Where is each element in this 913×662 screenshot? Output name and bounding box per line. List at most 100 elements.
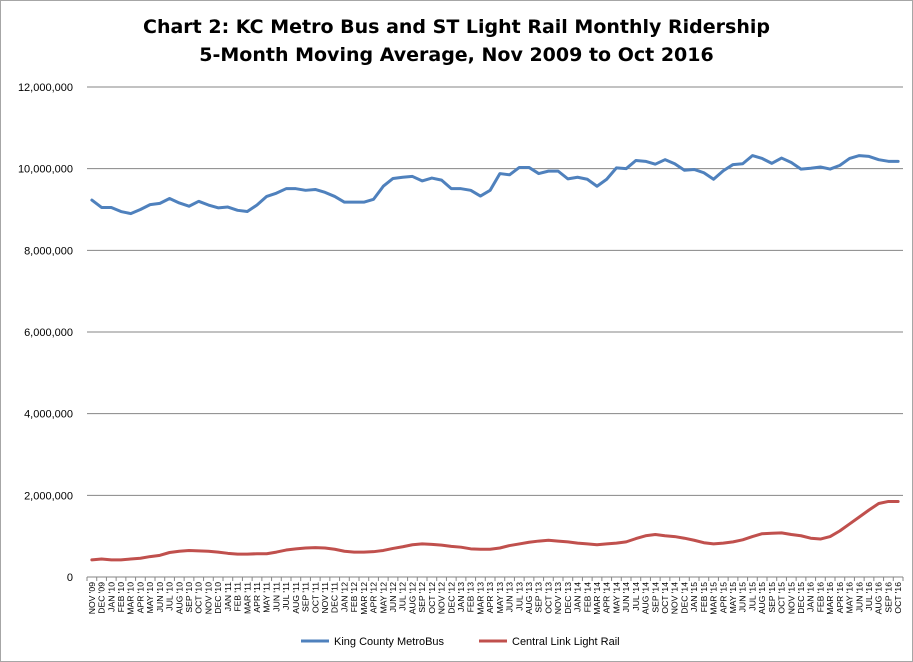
x-tick-label: JUL '15	[747, 582, 757, 611]
x-tick-label: JUN '13	[505, 582, 515, 613]
x-tick-label: FEB '14	[582, 582, 592, 613]
x-tick-label: SEP '14	[650, 582, 660, 613]
x-tick-label: FEB '12	[349, 582, 359, 613]
x-tick-label: MAY '14	[611, 582, 621, 614]
x-tick-label: JAN '14	[573, 582, 583, 612]
x-tick-label: APR '14	[602, 582, 612, 613]
x-tick-label: MAR '16	[825, 582, 835, 615]
x-tick-label: OCT '14	[660, 582, 670, 614]
x-tick-label: MAY '16	[845, 582, 855, 614]
y-tick-label: 4,000,000	[24, 409, 73, 421]
x-tick-label: JAN '16	[806, 582, 816, 612]
x-tick-label: DEC '14	[679, 582, 689, 614]
x-tick-label: OCT '16	[893, 582, 903, 614]
x-tick-label: SEP '16	[883, 582, 893, 613]
x-tick-label: DEC '11	[330, 582, 340, 613]
x-tick-label: FEB '11	[233, 582, 243, 612]
x-tick-label: MAR '13	[475, 582, 485, 615]
x-tick-label: JAN '12	[339, 582, 349, 612]
x-tick-label: NOV '15	[786, 582, 796, 614]
y-axis-tick-labels: 0 2,000,000 4,000,000 6,000,000 8,000,000 10,…	[18, 82, 73, 584]
x-tick-label: NOV '12	[437, 582, 447, 614]
x-tick-label: FEB '15	[699, 582, 709, 613]
x-tick-label: NOV '10	[203, 582, 213, 614]
x-tick-label: FEB '13	[466, 582, 476, 613]
y-tick-label: 10,000,000	[18, 164, 73, 176]
series-lines	[90, 154, 900, 562]
x-tick-label: DEC '12	[446, 582, 456, 614]
x-tick-label: JUN '16	[854, 582, 864, 613]
y-tick-label: 8,000,000	[24, 245, 73, 257]
x-tick-label: APR '15	[718, 582, 728, 613]
x-tick-label: MAR '12	[359, 582, 369, 615]
x-tick-label: SEP '13	[534, 582, 544, 613]
x-tick-label: DEC '15	[796, 582, 806, 614]
x-tick-label: JUN '14	[621, 582, 631, 613]
x-tick-label: FEB '10	[116, 582, 126, 613]
legend: King County MetroBus Central Link Light R…	[301, 636, 620, 648]
x-tick-label: APR '12	[369, 582, 379, 613]
x-tick-label: JUL '14	[631, 582, 641, 611]
x-tick-label: AUG '12	[407, 582, 417, 614]
series-line-light-rail	[90, 499, 900, 562]
x-tick-label: MAR '15	[709, 582, 719, 615]
x-tick-label: NOV '11	[320, 582, 330, 614]
x-tick-label: APR '10	[135, 582, 145, 613]
x-tick-label: SEP '11	[301, 582, 311, 612]
x-tick-label: MAR '11	[242, 582, 252, 614]
series-line-metrobus	[90, 154, 900, 216]
x-tick-label: SEP '15	[767, 582, 777, 613]
chart-title: Chart 2: KC Metro Bus and ST Light Rail …	[1, 13, 912, 69]
x-tick-label: MAY '11	[262, 582, 272, 613]
chart-subtitle-line: 5-Month Moving Average, Nov 2009 to Oct …	[199, 44, 714, 66]
x-tick-label: JUN '11	[271, 582, 281, 612]
x-tick-label: JUN '15	[738, 582, 748, 613]
x-tick-label: JUN '10	[155, 582, 165, 613]
chart-title-line: Chart 2: KC Metro Bus and ST Light Rail …	[143, 16, 770, 38]
x-axis-tick-labels: NOV '09 DEC '09 JAN '10 FEB '10 MAR '10 APR '…	[86, 577, 904, 615]
x-tick-label: MAR '10	[126, 582, 136, 615]
x-tick-label: MAY '12	[378, 582, 388, 614]
x-tick-label: AUG '13	[524, 582, 534, 614]
x-tick-label: FEB '16	[815, 582, 825, 613]
x-tick-label: AUG '15	[757, 582, 767, 614]
x-tick-label: JUL '16	[864, 582, 874, 611]
legend-label: Central Link Light Rail	[512, 636, 620, 648]
x-tick-label: DEC '09	[97, 582, 107, 614]
x-tick-label: JUL '13	[514, 582, 524, 611]
x-tick-label: JAN '11	[223, 582, 233, 611]
x-tick-label: SEP '12	[417, 582, 427, 613]
x-tick-label: NOV '14	[670, 582, 680, 614]
x-tick-label: OCT '11	[310, 582, 320, 613]
x-tick-label: MAR '14	[592, 582, 602, 615]
x-tick-label: JAN '13	[456, 582, 466, 612]
x-tick-label: OCT '13	[543, 582, 553, 614]
x-tick-label: OCT '15	[777, 582, 787, 614]
x-tick-label: AUG '16	[874, 582, 884, 614]
x-tick-label: AUG '10	[174, 582, 184, 614]
x-tick-label: APR '11	[252, 582, 262, 613]
x-tick-label: JUL '10	[165, 582, 175, 611]
x-tick-label: SEP '10	[184, 582, 194, 613]
x-tick-label: AUG '11	[291, 582, 301, 614]
y-tick-label: 12,000,000	[18, 82, 73, 94]
x-tick-label: OCT '10	[194, 582, 204, 614]
x-tick-label: NOV '09	[87, 582, 97, 614]
x-tick-label: JUN '12	[388, 582, 398, 613]
x-tick-label: OCT '12	[427, 582, 437, 614]
x-tick-label: AUG '14	[641, 582, 651, 614]
x-tick-label: DEC '10	[213, 582, 223, 614]
x-tick-label: MAY '15	[728, 582, 738, 614]
x-tick-label: JUL '11	[281, 582, 291, 610]
x-tick-label: JAN '10	[106, 582, 116, 612]
y-tick-label: 2,000,000	[24, 490, 73, 502]
x-tick-label: DEC '13	[563, 582, 573, 614]
x-tick-label: MAY '10	[145, 582, 155, 614]
x-tick-label: APR '13	[485, 582, 495, 613]
gridlines	[87, 86, 903, 496]
y-tick-label: 6,000,000	[24, 327, 73, 339]
x-tick-label: JAN '15	[689, 582, 699, 612]
legend-label: King County MetroBus	[334, 636, 445, 648]
